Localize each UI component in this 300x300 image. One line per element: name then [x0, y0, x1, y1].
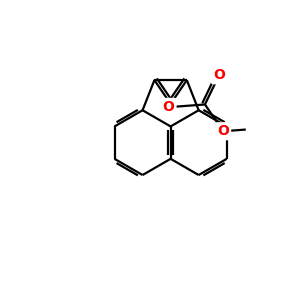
Text: O: O — [213, 68, 225, 82]
Text: O: O — [217, 124, 229, 138]
Text: O: O — [163, 100, 175, 114]
